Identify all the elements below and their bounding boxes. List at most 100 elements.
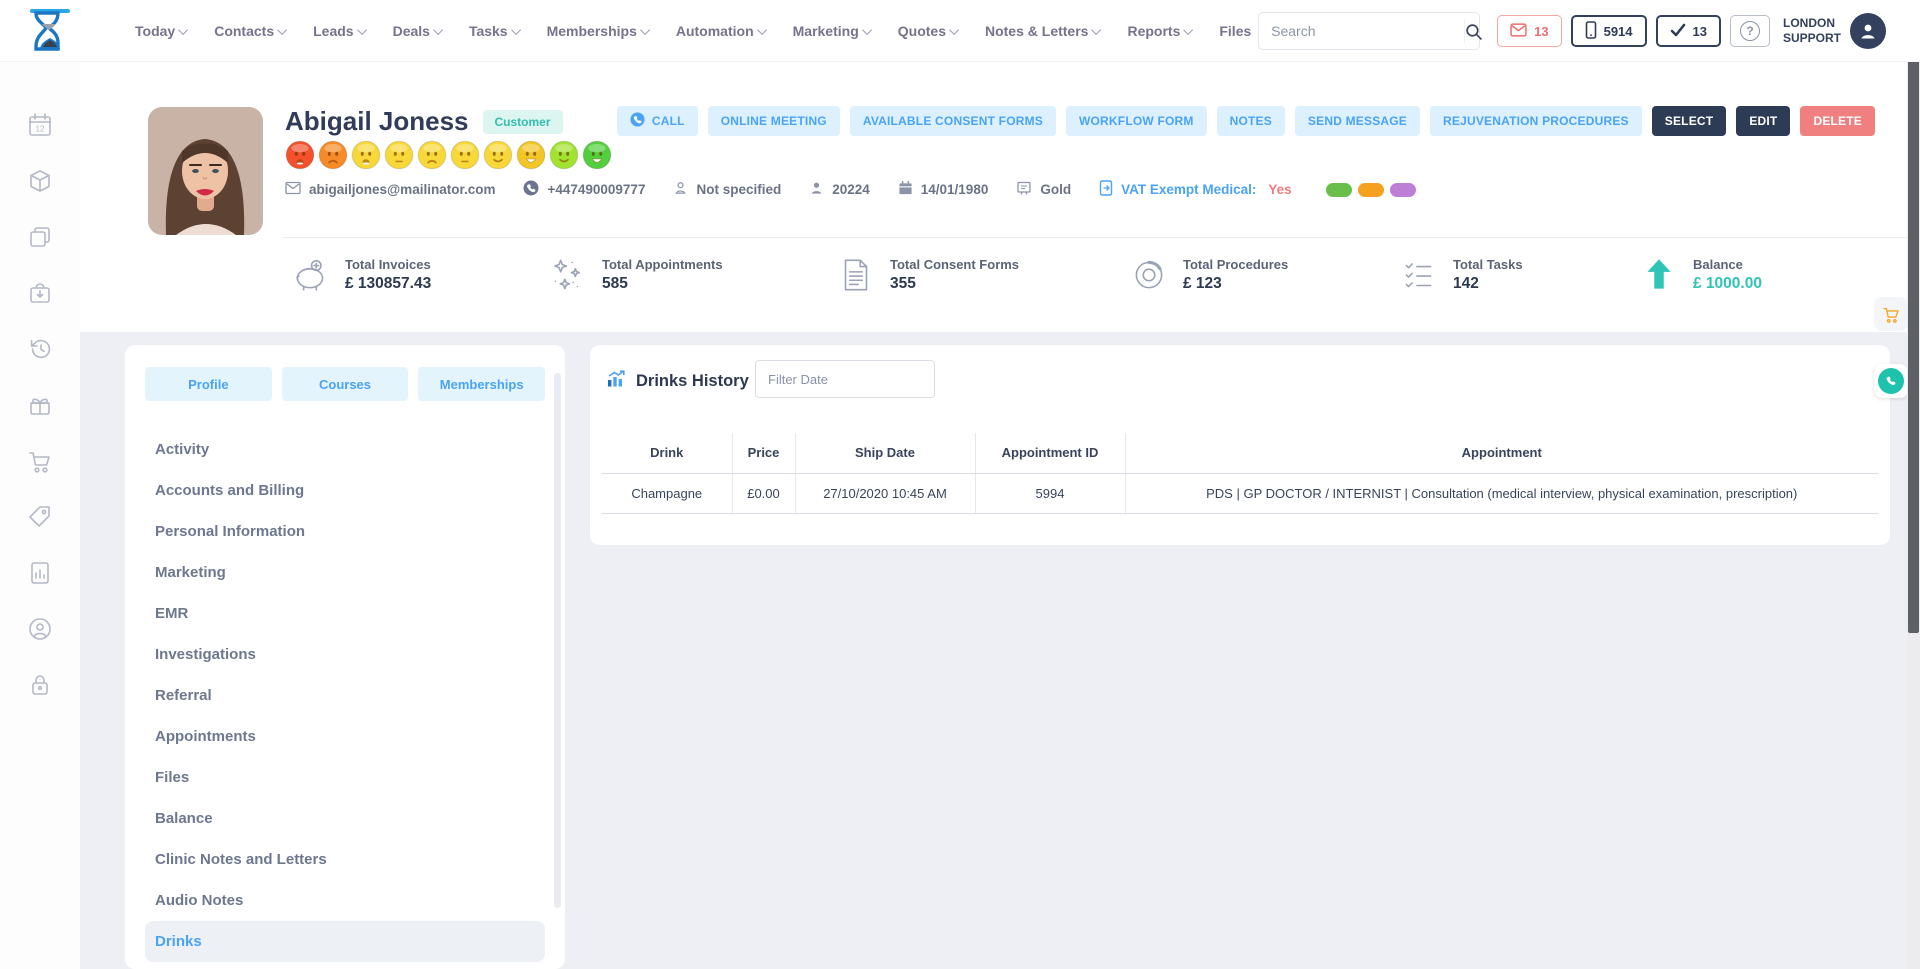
menu-item-activity[interactable]: Activity	[155, 441, 210, 458]
mood-rating-scale	[285, 140, 612, 170]
workflow-form-button[interactable]: WORKFLOW FORM	[1066, 106, 1207, 136]
status-pills	[1325, 182, 1416, 197]
page-scrollbar[interactable]	[1907, 0, 1920, 969]
menu-item-appointments[interactable]: Appointments	[155, 728, 256, 745]
vat-exempt-medical: VAT Exempt Medical: Yes	[1099, 180, 1292, 199]
menu-item-audio-notes[interactable]: Audio Notes	[155, 892, 244, 909]
bag-import-icon[interactable]	[27, 280, 53, 306]
mood-emoji-2[interactable]	[318, 140, 348, 170]
chevron-down-icon	[1183, 24, 1194, 35]
notes-button[interactable]: NOTES	[1216, 106, 1285, 136]
tab-memberships[interactable]: Memberships	[418, 367, 546, 401]
nav-item-tasks[interactable]: Tasks	[469, 23, 521, 39]
nav-item-notes-letters[interactable]: Notes & Letters	[985, 23, 1102, 39]
delete-button[interactable]: DELETE	[1800, 106, 1875, 136]
send-message-button[interactable]: SEND MESSAGE	[1294, 106, 1421, 136]
nav-item-automation[interactable]: Automation	[676, 23, 767, 39]
app-logo-hourglass-icon[interactable]	[28, 8, 72, 54]
menu-item-marketing[interactable]: Marketing	[155, 564, 226, 581]
menu-item-emr[interactable]: EMR	[155, 605, 189, 622]
user-avatar[interactable]	[1850, 13, 1886, 49]
nav-item-leads[interactable]: Leads	[313, 23, 367, 39]
gift-icon[interactable]	[27, 392, 53, 418]
tasks-badge[interactable]: 13	[1655, 15, 1721, 47]
lock-icon[interactable]	[27, 672, 53, 698]
package-icon[interactable]	[27, 168, 53, 194]
customer-type-badge: Customer	[482, 109, 563, 134]
history-icon[interactable]	[27, 336, 53, 362]
calendar-icon	[898, 180, 913, 199]
price-tag-icon[interactable]	[27, 504, 53, 530]
nav-item-memberships[interactable]: Memberships	[547, 23, 650, 39]
nav-item-quotes[interactable]: Quotes	[898, 23, 960, 39]
email-notifications-badge[interactable]: 13	[1497, 15, 1562, 47]
stat-total-procedures: Total Procedures £ 123	[1128, 254, 1288, 296]
nav-item-contacts[interactable]: Contacts	[214, 23, 288, 39]
menu-item-files[interactable]: Files	[155, 769, 190, 786]
main-nav: Today Contacts Leads Deals Tasks Memberships A…	[135, 0, 1251, 62]
scrollbar-thumb[interactable]	[1908, 15, 1919, 633]
tab-profile[interactable]: Profile	[145, 367, 272, 401]
copy-pages-icon[interactable]	[27, 224, 53, 250]
menu-item-referral[interactable]: Referral	[155, 687, 212, 704]
report-chart-icon[interactable]	[27, 560, 53, 586]
filter-date-input[interactable]	[755, 360, 935, 398]
nav-item-marketing[interactable]: Marketing	[793, 23, 872, 39]
menu-item-clinic-notes-and-letters[interactable]: Clinic Notes and Letters	[155, 851, 327, 868]
mood-emoji-4[interactable]	[384, 140, 414, 170]
nav-item-reports[interactable]: Reports	[1127, 23, 1194, 39]
mood-emoji-5[interactable]	[417, 140, 447, 170]
cart-icon[interactable]	[27, 448, 53, 474]
search-icon[interactable]	[1464, 19, 1482, 43]
nav-item-deals[interactable]: Deals	[393, 23, 443, 39]
search-input[interactable]	[1259, 23, 1465, 39]
mood-emoji-10[interactable]	[582, 140, 612, 170]
help-button[interactable]: ?	[1729, 15, 1770, 47]
cart-icon	[1883, 307, 1899, 323]
tab-courses[interactable]: Courses	[281, 367, 409, 401]
edit-button[interactable]: EDIT	[1736, 106, 1791, 136]
sms-badge[interactable]: 5914	[1570, 15, 1647, 47]
envelope-icon	[1510, 22, 1527, 40]
tasks-count: 13	[1692, 23, 1707, 39]
customer-name: Abigail Joness	[285, 106, 469, 136]
sms-count: 5914	[1603, 23, 1633, 39]
status-pill-3	[1389, 182, 1416, 197]
table-cell: Champagne	[602, 473, 733, 514]
mood-emoji-8[interactable]	[516, 140, 546, 170]
mobile-phone-icon	[1585, 20, 1597, 42]
account-name: LONDON SUPPORT	[1782, 16, 1841, 45]
customer-actions: CALL ONLINE MEETING AVAILABLE CONSENT FO…	[616, 106, 1875, 136]
customer-email[interactable]: abigailjones@mailinator.com	[285, 181, 495, 198]
table-cell: 27/10/2020 10:45 AM	[795, 473, 976, 514]
menu-item-drinks[interactable]: Drinks	[145, 921, 545, 962]
nav-item-today[interactable]: Today	[135, 23, 189, 39]
drinks-table-row[interactable]: Champagne £0.00 27/10/2020 10:45 AM 5994 PDS…	[602, 473, 1878, 514]
menu-item-investigations[interactable]: Investigations	[155, 646, 256, 663]
calendar-icon[interactable]: 12	[27, 112, 53, 138]
nav-item-files[interactable]: Files	[1219, 23, 1251, 39]
mood-emoji-6[interactable]	[450, 140, 480, 170]
floating-cart-button[interactable]	[1874, 297, 1908, 331]
floating-phone-button[interactable]	[1874, 364, 1908, 398]
menu-item-balance[interactable]: Balance	[155, 810, 213, 827]
menu-item-accounts-and-billing[interactable]: Accounts and Billing	[155, 482, 305, 499]
support-person-icon[interactable]	[27, 616, 53, 642]
question-mark-icon: ?	[1739, 21, 1760, 41]
online-meeting-button[interactable]: ONLINE MEETING	[707, 106, 840, 136]
chevron-down-icon	[1091, 24, 1102, 35]
menu-item-personal-information[interactable]: Personal Information	[155, 523, 306, 540]
available-consent-forms-button[interactable]: AVAILABLE CONSENT FORMS	[849, 106, 1056, 136]
customer-phone[interactable]: +447490009777	[523, 180, 645, 199]
mood-emoji-3[interactable]	[351, 140, 381, 170]
call-button[interactable]: CALL	[616, 106, 698, 136]
rejuvenation-procedures-button[interactable]: REJUVENATION PROCEDURES	[1430, 106, 1642, 136]
select-button[interactable]: SELECT	[1651, 106, 1727, 136]
stats-divider	[283, 237, 1920, 238]
menu-scrollbar[interactable]	[554, 373, 561, 908]
mood-emoji-9[interactable]	[549, 140, 579, 170]
mood-emoji-1[interactable]	[285, 140, 315, 170]
left-icon-rail: 12	[0, 62, 80, 969]
mood-emoji-7[interactable]	[483, 140, 513, 170]
